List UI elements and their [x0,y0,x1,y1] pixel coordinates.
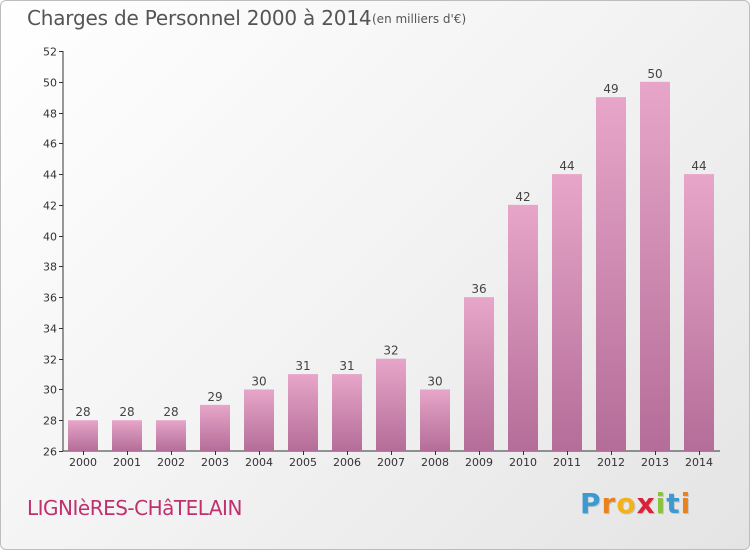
x-tick-label: 2013 [641,456,669,469]
y-tick-label: 42 [43,200,57,213]
data-label: 31 [339,359,354,373]
commune-name: LIGNIèRES-CHâTELAIN [27,496,242,520]
y-tick-label: 28 [43,415,57,428]
y-tick-label: 52 [43,46,57,59]
bar [464,297,494,451]
bar [640,81,670,452]
bar [200,404,230,451]
bar [552,174,582,452]
bar [68,420,98,451]
y-tick-label: 40 [43,231,57,244]
data-label: 44 [559,159,574,173]
logo-letter: t [666,487,681,520]
logo-letter: r [601,487,617,520]
logo-letter: i [655,487,667,520]
data-label: 50 [647,67,662,81]
x-tick-label: 2006 [333,456,361,469]
bar [376,358,406,451]
x-tick-label: 2003 [201,456,229,469]
y-tick-label: 30 [43,384,57,397]
data-label: 30 [251,374,266,388]
bar [112,420,142,451]
bar [288,374,318,451]
chart-title: Charges de Personnel 2000 à 2014 [27,6,372,30]
data-label: 32 [383,344,398,358]
y-tick-label: 50 [43,77,57,90]
data-label: 44 [691,159,706,173]
x-tick-label: 2012 [597,456,625,469]
chart-bars [68,81,714,452]
x-tick-label: 2014 [685,456,713,469]
x-tick-label: 2001 [113,456,141,469]
data-label: 31 [295,359,310,373]
logo-letter: P [580,487,602,520]
bar [508,204,538,451]
data-label: 42 [515,190,530,204]
data-label: 28 [163,405,178,419]
x-tick-label: 2009 [465,456,493,469]
chart-axes: 26 28 30 32 34 36 38 40 42 44 46 48 50 52 [43,46,720,459]
logo-letter: x [636,487,656,520]
data-label: 28 [119,405,134,419]
logo-letter: i [680,487,692,520]
x-tick-label: 2005 [289,456,317,469]
y-tick-label: 46 [43,138,57,151]
data-label: 30 [427,374,442,388]
x-tick-label: 2011 [553,456,581,469]
y-tick-label: 34 [43,323,57,336]
chart-labels: 2000 28 2001 28 2002 28 2003 29 2004 30 2005 31 2006… [69,67,713,469]
x-tick-label: 2002 [157,456,185,469]
y-tick-label: 48 [43,108,57,121]
x-tick-label: 2000 [69,456,97,469]
y-tick-label: 32 [43,354,57,367]
bar [244,389,274,451]
x-tick-label: 2004 [245,456,273,469]
y-tick-label: 44 [43,169,57,182]
logo-letter: o [616,487,637,520]
bar [332,374,362,451]
data-label: 36 [471,282,486,296]
y-tick-label: 36 [43,292,57,305]
y-tick-label: 38 [43,261,57,274]
bar [596,97,626,452]
x-tick-label: 2008 [421,456,449,469]
proxiti-logo: Proxiti [580,487,691,520]
bar [684,174,714,452]
chart-subtitle: (en milliers d'€) [372,12,467,26]
bar [156,420,186,451]
bar [420,389,450,451]
data-label: 28 [75,405,90,419]
data-label: 49 [603,82,618,96]
y-tick-label: 26 [43,446,57,459]
x-tick-label: 2007 [377,456,405,469]
x-tick-label: 2010 [509,456,537,469]
data-label: 29 [207,390,222,404]
